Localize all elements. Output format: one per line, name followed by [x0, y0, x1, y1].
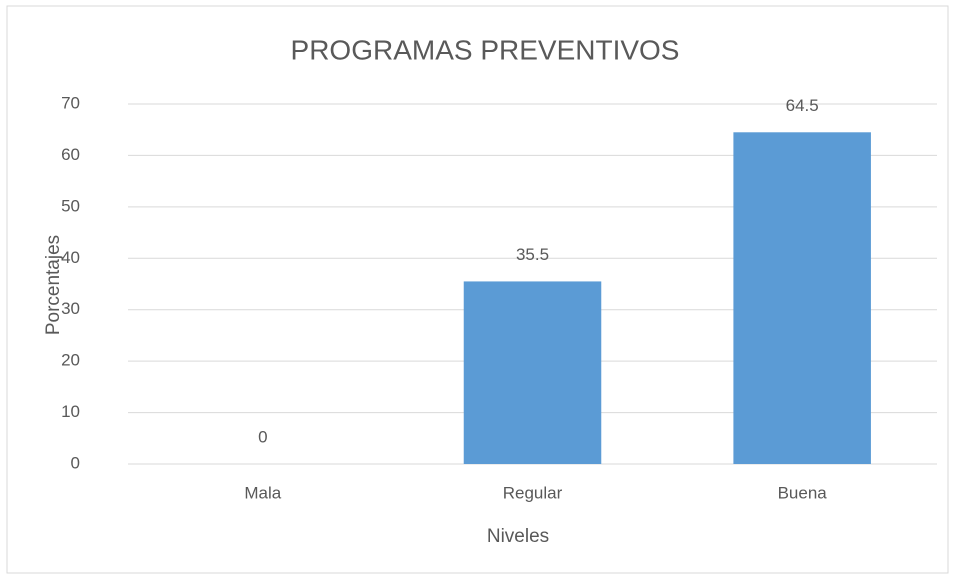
x-axis-label: Niveles — [487, 526, 549, 547]
bar — [733, 132, 871, 465]
y-tick-label: 40 — [61, 248, 80, 267]
x-tick-label: Buena — [778, 483, 828, 502]
x-tick-label: Mala — [244, 483, 281, 502]
y-tick-label: 0 — [71, 453, 80, 472]
y-tick-label: 10 — [61, 402, 80, 421]
data-label: 35.5 — [516, 245, 549, 264]
y-tick-label: 30 — [61, 299, 80, 318]
x-tick-label: Regular — [503, 483, 563, 502]
y-tick-label: 20 — [61, 351, 80, 370]
y-tick-label: 50 — [61, 196, 80, 215]
data-label: 0 — [258, 427, 267, 446]
y-tick-label: 60 — [61, 145, 80, 164]
bar — [463, 281, 602, 464]
chart-title: PROGRAMAS PREVENTIVOS — [291, 34, 680, 65]
y-tick-label: 70 — [61, 93, 80, 112]
data-label: 64.5 — [786, 96, 819, 115]
y-axis-label: Porcentajes — [43, 235, 64, 335]
